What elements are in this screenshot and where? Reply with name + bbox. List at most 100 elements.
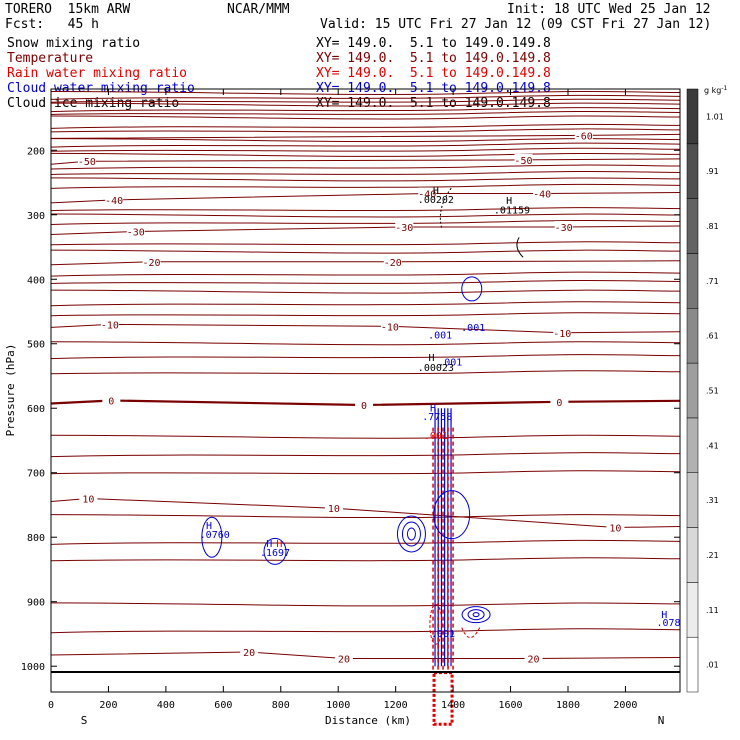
- contour-annotation: .001: [431, 629, 455, 640]
- contour-annotation: H: [276, 539, 282, 550]
- isotherm-label-bg: [79, 492, 98, 504]
- header-init: Init: 18 UTC Wed 25 Jan 12: [507, 2, 711, 17]
- isotherm-label: -30: [555, 223, 573, 234]
- isotherm-label-bg: [533, 187, 552, 199]
- isotherm-label: 10: [82, 495, 94, 506]
- field-cloudice-xy: XY= 149.0. 5.1 to 149.0.149.8: [316, 96, 551, 111]
- isotherm--50: [50, 158, 681, 165]
- y-tick-label: 600: [27, 404, 45, 415]
- rainwater-contour: [461, 627, 481, 638]
- isotherm-label: 0: [556, 398, 562, 409]
- colorbar-swatch: [686, 527, 699, 583]
- isotherm--30: [50, 225, 681, 235]
- isotherm: [50, 271, 681, 277]
- y-tick-label: 900: [27, 598, 45, 609]
- field-rain-label: Rain water mixing ratio: [7, 66, 188, 81]
- colorbar-label: .71: [706, 277, 719, 286]
- cloudwater-contour: [396, 515, 426, 553]
- contour-annotation: .1697: [260, 548, 290, 559]
- y-tick-label: 500: [27, 340, 45, 351]
- isotherm: [50, 249, 681, 254]
- isotherm: [50, 128, 681, 133]
- x-right-label: N: [658, 714, 665, 727]
- colorbar-label: .51: [706, 387, 719, 396]
- colorbar-swatch: [686, 308, 699, 364]
- contour-annotation: H: [661, 610, 667, 621]
- x-axis-title: Distance (km): [325, 714, 411, 727]
- colorbar-label: .41: [706, 441, 719, 450]
- cloudwater-contour: [201, 516, 223, 558]
- isotherm-label-bg: [105, 193, 124, 205]
- colorbar-label: .11: [706, 606, 719, 615]
- isotherm-label-bg: [395, 221, 414, 233]
- contour-labels: 20 20 20 10 10 10 0 0 0 -10 -10 -10 -20 -20 -30 -30 -30 -…: [78, 129, 681, 665]
- y-tick-label: 400: [27, 275, 45, 286]
- isotherm: [50, 557, 681, 562]
- axes: 0 200 400 600 800 1000 1200 1400 1600 1800 2000200…: [21, 89, 680, 711]
- colorbar-label: .61: [706, 332, 719, 341]
- isotherm: [50, 452, 681, 458]
- isotherm: [50, 183, 681, 189]
- isotherm-label-bg: [553, 326, 572, 338]
- colorbar-label: .01: [706, 661, 719, 670]
- y-tick-label: 700: [27, 469, 45, 480]
- isotherm-label: -10: [101, 320, 119, 331]
- cloudwater-contour: [461, 606, 491, 624]
- isotherm: [50, 152, 681, 157]
- isotherm: [50, 312, 681, 317]
- isotherm--10: [50, 323, 681, 334]
- colorbar-unit: g kg-1: [704, 85, 728, 95]
- isotherm: [50, 602, 681, 607]
- field-snow-label: Snow mixing ratio: [7, 36, 141, 51]
- colorbar-label: .81: [706, 222, 719, 231]
- colorbar-swatch: [686, 582, 699, 638]
- isotherm: [50, 207, 681, 212]
- isotherm-label: 20: [527, 654, 539, 665]
- contour-annotation: .00023: [418, 363, 454, 374]
- field-temp-xy: XY= 149.0. 5.1 to 149.0.149.8: [316, 51, 551, 66]
- header-fcst: Fcst: 45 h: [5, 17, 99, 32]
- colorbar-swatch: [686, 198, 699, 254]
- cloudwater-contour: [461, 276, 483, 302]
- colorbar-label: 1.01: [706, 112, 724, 121]
- isotherm: [50, 514, 681, 519]
- isotherm: [50, 123, 681, 129]
- isotherm: [50, 107, 681, 113]
- y-tick-label: 800: [27, 533, 45, 544]
- isotherm: [50, 370, 681, 375]
- isotherm-label: 0: [361, 401, 367, 412]
- x-tick-label: 800: [272, 700, 290, 711]
- x-tick-label: 0: [48, 700, 54, 711]
- field-temp-label: Temperature: [7, 51, 94, 66]
- contour-annotation: .0760: [200, 530, 230, 541]
- cloudice-contour: [439, 187, 453, 228]
- contour-annotation: H: [430, 403, 436, 414]
- isotherm-label: -10: [381, 322, 399, 333]
- isotherm--20: [50, 260, 681, 266]
- isotherm: [50, 170, 681, 175]
- y-tick-label: 300: [27, 211, 45, 222]
- isotherm: [50, 115, 681, 120]
- contour-annotation: .01159: [494, 205, 530, 216]
- isotherm-label-bg: [102, 394, 121, 406]
- header-center: NCAR/MMM: [227, 2, 290, 17]
- isotherm: [50, 142, 681, 148]
- isotherm-label: -50: [78, 157, 96, 168]
- contour-annotation: .001: [438, 358, 462, 369]
- isotherm--40: [50, 192, 681, 204]
- contour-annotation: H: [506, 196, 512, 207]
- plot-frame: [50, 88, 681, 693]
- isotherm-label: 0: [108, 396, 114, 407]
- colorbar-label: .31: [706, 496, 719, 505]
- isotherm-label: -20: [142, 258, 160, 269]
- isotherm-label: 10: [609, 524, 621, 535]
- cloudwater-contour: [406, 527, 416, 541]
- isotherm-label-bg: [142, 255, 161, 267]
- colorbar-swatch: [686, 88, 699, 145]
- isotherm: [50, 628, 681, 634]
- colorbar-swatch: [686, 143, 699, 199]
- contour-annotation: H: [206, 521, 212, 532]
- colorbar-swatch: [686, 253, 699, 309]
- hydrometeor-contours: [201, 187, 524, 726]
